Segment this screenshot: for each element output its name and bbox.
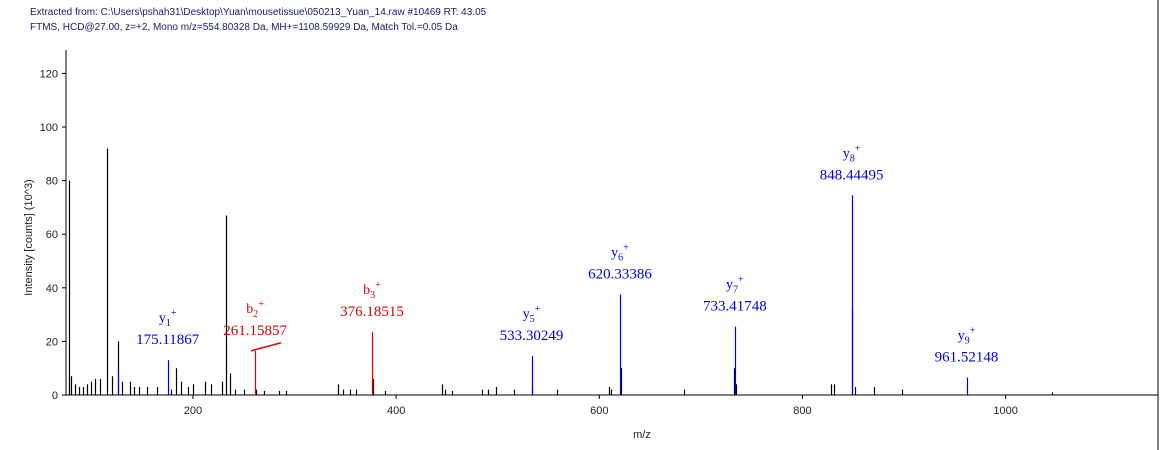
- y-axis-label: Intensity [counts] (10^3): [23, 179, 35, 295]
- y-tick-label: 60: [46, 229, 58, 241]
- x-tick-label: 600: [590, 405, 608, 417]
- peaks-layer: [68, 148, 1054, 395]
- mz-label: 961.52148: [935, 350, 999, 366]
- plot-frame: [65, 0, 1159, 450]
- mz-label: 733.41748: [703, 299, 767, 315]
- y-tick-label: 100: [40, 122, 58, 134]
- x-tick-label: 400: [387, 405, 405, 417]
- mz-label: 620.33386: [588, 267, 652, 283]
- peak-annotation: y9+ 961.52148: [935, 326, 999, 366]
- peak-annotation: y8+ 848.44495: [820, 143, 884, 183]
- x-tick-label: 800: [793, 405, 811, 417]
- y-tick-label: 80: [46, 176, 58, 188]
- peak-annotation: y1+ 175.11867: [136, 308, 200, 348]
- x-tick-label: 1000: [993, 405, 1017, 417]
- mz-label: 376.18515: [340, 304, 404, 320]
- peak-annotation: y6+ 620.33386: [588, 243, 652, 283]
- x-axis-label: m/z: [633, 429, 651, 441]
- peak-annotation: b2+ 261.15857: [223, 299, 287, 352]
- ion-label: b2+: [246, 299, 264, 320]
- mz-label: 175.11867: [136, 332, 200, 348]
- mz-label: 848.44495: [820, 167, 884, 183]
- ion-label: y5+: [523, 304, 541, 325]
- ion-label: b3+: [363, 280, 381, 301]
- header-line-2: FTMS, HCD@27.00, z=+2, Mono m/z=554.8032…: [30, 22, 458, 33]
- y-tick-label: 120: [40, 68, 58, 80]
- y-tick-label: 0: [52, 390, 58, 402]
- peak-annotation: y7+ 733.41748: [703, 275, 767, 315]
- ion-label: y1+: [159, 308, 177, 329]
- leader-line: [250, 342, 282, 352]
- ion-label: y6+: [611, 243, 629, 264]
- peak-annotation: b3+ 376.18515: [340, 280, 404, 320]
- header-line-1: Extracted from: C:\Users\pshah31\Desktop…: [30, 7, 487, 18]
- mz-label: 261.15857: [223, 323, 287, 339]
- y-tick-label: 20: [46, 336, 58, 348]
- axes-layer: 200 400 600 800 1000 0 20 40 60 80 100 120: [40, 68, 1018, 417]
- x-tick-label: 200: [184, 405, 202, 417]
- ion-label: y7+: [726, 275, 744, 296]
- mz-label: 533.30249: [500, 328, 564, 344]
- y-tick-label: 40: [46, 283, 58, 295]
- annotations-layer: y1+ 175.11867 b2+ 261.15857 b3+ 376.18515 y5+ 5…: [136, 143, 998, 365]
- peak-annotation: y5+ 533.30249: [500, 304, 564, 344]
- ion-label: y8+: [843, 143, 861, 164]
- ion-label: y9+: [958, 326, 976, 347]
